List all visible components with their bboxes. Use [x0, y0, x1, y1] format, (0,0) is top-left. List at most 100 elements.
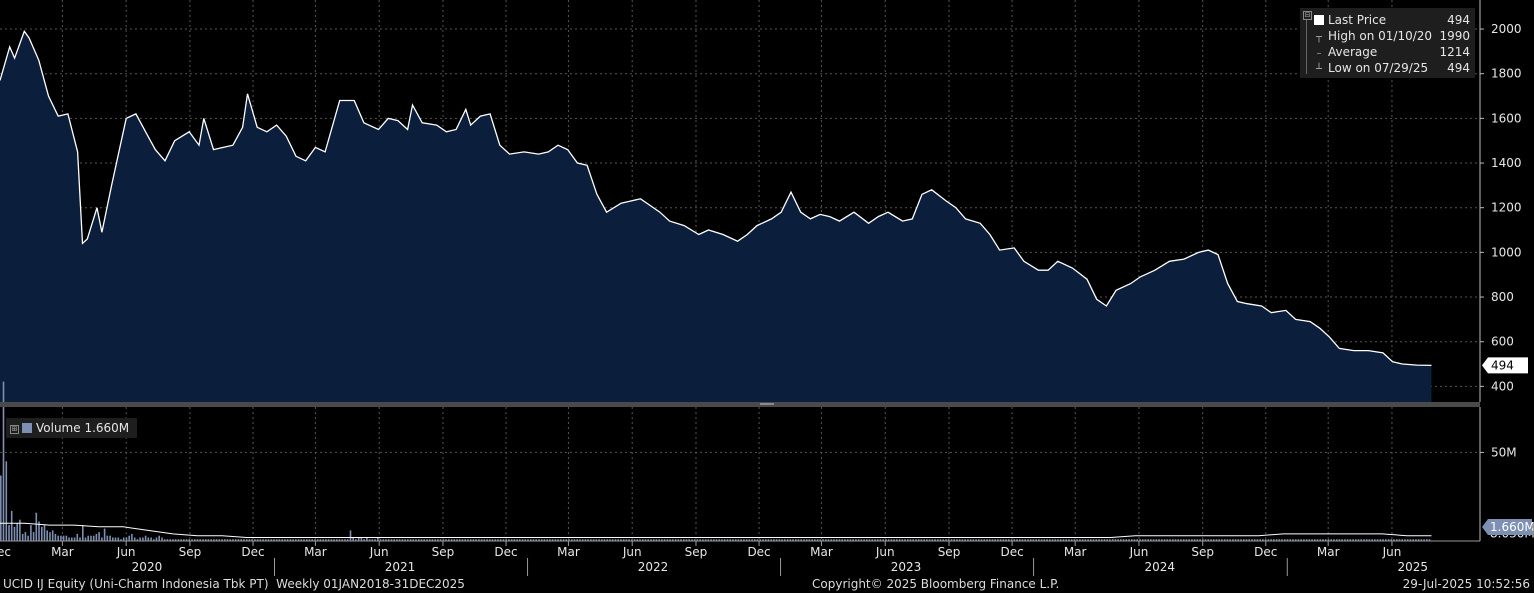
volume-bar [103, 528, 106, 541]
x-year-label: 2021 [385, 560, 416, 574]
volume-bar [885, 539, 887, 541]
volume-bar [920, 539, 923, 541]
volume-last-tag-label: 1.660M [1490, 520, 1534, 534]
volume-bar [691, 539, 693, 541]
volume-bar [595, 539, 598, 541]
volume-bar [811, 539, 813, 541]
legend-item-high[interactable]: ┬ High on 01/10/20 1990 [1314, 28, 1472, 44]
volume-bar [434, 539, 436, 541]
expand-tree-icon[interactable]: ⊞ [10, 425, 19, 434]
x-month-label: Mar [557, 545, 580, 559]
volume-bar [1398, 539, 1401, 541]
square-swatch-icon [1314, 15, 1324, 25]
volume-bar [1029, 539, 1032, 541]
volume-bar [1327, 539, 1330, 541]
volume-bar [1207, 539, 1210, 541]
volume-bar [1251, 539, 1253, 541]
volume-bar [502, 539, 505, 541]
volume-bar [1019, 539, 1021, 541]
volume-bar [458, 539, 461, 541]
volume-bar [830, 539, 833, 541]
volume-bar [1125, 539, 1128, 541]
volume-bar [136, 539, 139, 541]
pane-divider[interactable] [0, 402, 1480, 407]
price-tick-label: 800 [1491, 290, 1514, 304]
volume-bar [978, 539, 980, 541]
volume-bar [601, 539, 603, 541]
volume-bar [937, 539, 939, 541]
volume-bar [964, 539, 966, 541]
legend-item-average[interactable]: – Average 1214 [1314, 44, 1472, 60]
volume-bar [732, 539, 734, 541]
volume-bar [538, 539, 540, 541]
volume-bar [336, 539, 338, 541]
volume-legend[interactable]: ⊞ Volume 1.660M [6, 418, 138, 438]
volume-bar [1374, 539, 1376, 541]
volume-bar [734, 539, 737, 541]
x-year-label: 2020 [132, 560, 163, 574]
volume-bar [939, 539, 942, 541]
price-plot[interactable] [0, 29, 1432, 403]
volume-bar [316, 539, 319, 541]
volume-bar [245, 539, 248, 541]
price-tick-label: 1200 [1491, 201, 1522, 215]
volume-bar [1051, 539, 1054, 541]
volume-bar [1396, 539, 1398, 541]
volume-bar [483, 539, 486, 541]
volume-bar [1038, 539, 1040, 541]
volume-bar [191, 539, 193, 541]
volume-bar [79, 537, 81, 541]
volume-bar [478, 539, 480, 541]
volume-bar [499, 539, 502, 541]
volume-bar [1401, 539, 1403, 541]
volume-last-tag [1482, 519, 1532, 535]
volume-bar [73, 537, 76, 541]
volume-bar [158, 535, 160, 541]
volume-bar [1024, 539, 1026, 541]
volume-tick-label: 50M [1491, 445, 1517, 459]
collapse-tree-icon[interactable]: ⊟ [1303, 11, 1312, 20]
volume-bar [904, 539, 906, 541]
volume-bar [142, 537, 144, 541]
legend-item-last-price[interactable]: Last Price 494 [1314, 12, 1472, 28]
volume-bar [30, 525, 32, 541]
volume-bar [472, 539, 475, 541]
volume-bar [1166, 539, 1169, 541]
volume-bar [1393, 539, 1395, 541]
volume-bar [546, 539, 548, 541]
volume-bar [267, 539, 270, 541]
volume-bar [1273, 539, 1275, 541]
volume-bar [1330, 539, 1332, 541]
volume-bar [333, 539, 335, 541]
pane-divider-grip[interactable] [760, 403, 774, 405]
volume-bar [868, 539, 871, 541]
volume-bar [893, 539, 895, 541]
volume-bar [1409, 539, 1412, 541]
x-month-label: Jun [622, 545, 642, 559]
volume-bar [308, 539, 311, 541]
volume-plot[interactable] [0, 381, 1432, 541]
volume-bar [991, 539, 994, 541]
volume-bar [803, 539, 805, 541]
volume-bar [1169, 539, 1171, 541]
price-legend[interactable]: ⊟ Last Price 494 ┬ High on 01/10/20 1990 … [1300, 8, 1475, 78]
volume-bar [1035, 539, 1037, 541]
volume-bar [117, 537, 120, 541]
volume-bar [325, 539, 327, 541]
price-line[interactable] [0, 29, 1432, 367]
volume-bar [584, 539, 587, 541]
volume-bar [956, 539, 958, 541]
volume-bar [1090, 539, 1092, 541]
volume-bar [879, 539, 882, 541]
volume-bar [786, 539, 789, 541]
volume-bar [1357, 539, 1360, 541]
volume-bar [967, 539, 969, 541]
volume-bar [256, 539, 259, 541]
volume-bar [489, 539, 491, 541]
chart-period: Weekly 01JAN2018-31DEC2025 [276, 577, 465, 591]
volume-bar [748, 539, 751, 541]
volume-bar [453, 539, 456, 541]
last-price-tag [1482, 357, 1528, 374]
legend-item-low[interactable]: ┴ Low on 07/29/25 494 [1314, 60, 1472, 76]
volume-bar [1363, 539, 1365, 541]
